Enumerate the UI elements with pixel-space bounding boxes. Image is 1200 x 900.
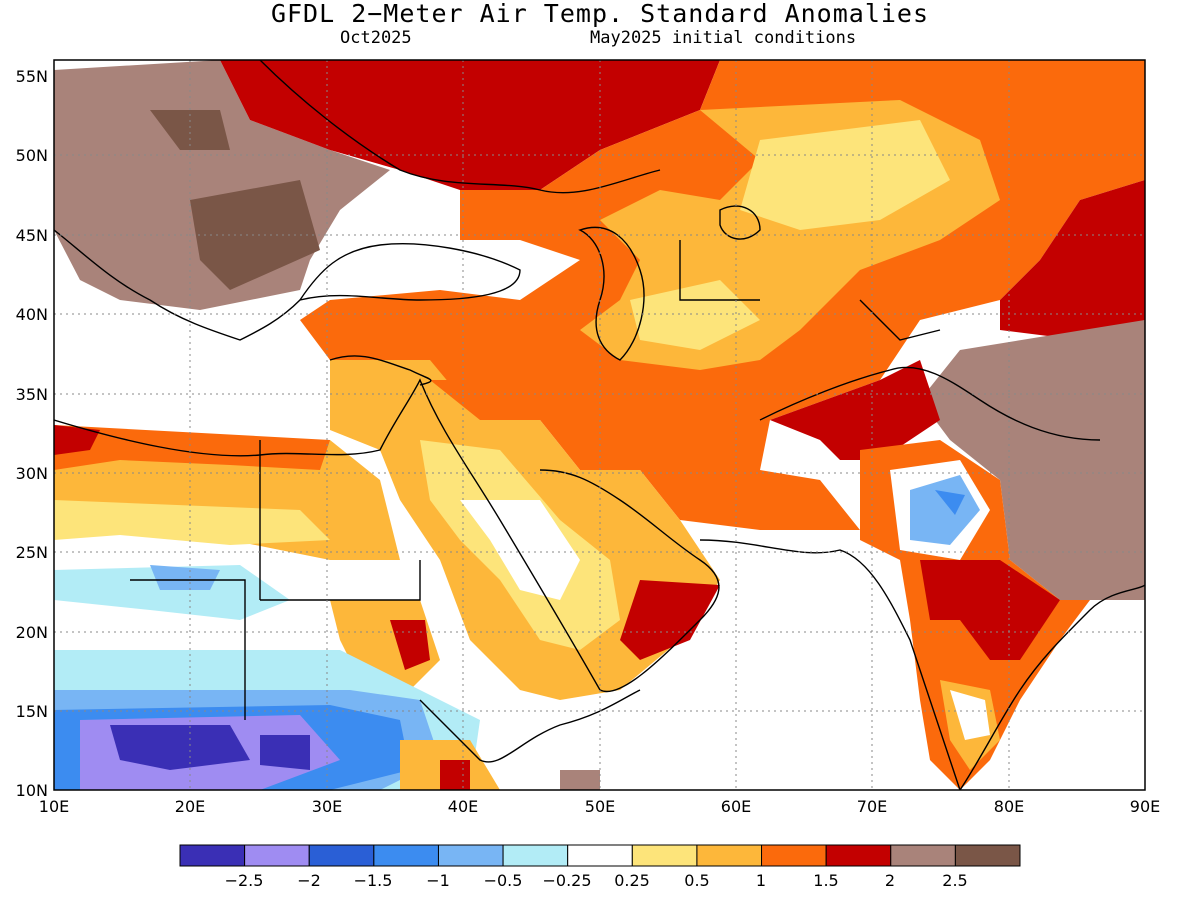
colorbar-swatch [502,844,569,867]
colorbar-label: 2.5 [942,871,967,890]
lon-tick: 70E [857,797,887,816]
colorbar-swatch [890,844,956,867]
lat-tick: 10N [16,781,48,800]
forecast-month: Oct2025 [340,28,412,48]
colorbar-swatch [761,844,827,867]
longitude-ticks: 10E 20E 30E 40E 50E 60E 70E 80E 90E [39,797,1160,816]
lon-tick: 10E [39,797,69,816]
lon-tick: 90E [1130,797,1160,816]
lon-tick: 30E [312,797,342,816]
colorbar-swatch [825,844,892,867]
lat-tick: 45N [16,226,48,245]
lat-tick: 20N [16,623,48,642]
lat-tick: 40N [16,305,48,324]
colorbar-label: −2.5 [225,871,264,890]
colorbar-label: −1.5 [354,871,393,890]
map-title: GFDL 2−Meter Air Temp. Standard Anomalie… [270,0,930,28]
initial-conditions-label: May2025 initial conditions [590,28,857,48]
colorbar-labels: −2.5 −2 −1.5 −1 −0.5 −0.25 0.25 0.5 1 1.… [225,871,968,890]
colorbar-swatch [373,844,439,867]
colorbar-label: −2 [297,871,321,890]
colorbar-swatch [567,844,633,867]
colorbar [179,844,1021,867]
colorbar-swatch [179,844,246,867]
lon-tick: 80E [994,797,1024,816]
colorbar-label: −0.5 [484,871,523,890]
colorbar-swatch [954,844,1021,867]
lon-tick: 60E [721,797,751,816]
lon-tick: 20E [175,797,205,816]
grid-lines [54,60,1145,790]
colorbar-label: 1.5 [813,871,838,890]
colorbar-label: 2 [885,871,895,890]
colorbar-swatch [696,844,763,867]
colorbar-swatch [308,844,375,867]
colorbar-swatch [631,844,698,867]
anomaly-field [54,60,1145,790]
lat-tick: 55N [16,67,48,86]
lon-tick: 40E [448,797,478,816]
lat-tick: 50N [16,146,48,165]
map-frame [53,59,1146,791]
colorbar-label: −1 [426,871,450,890]
coastlines [54,60,1145,790]
colorbar-label: 1 [756,871,766,890]
colorbar-label: 0.5 [684,871,709,890]
lat-tick: 30N [16,464,48,483]
lat-tick: 35N [16,385,48,404]
latitude-ticks: 55N 50N 45N 40N 35N 30N 25N 20N 15N 10N [16,67,48,800]
colorbar-swatch [437,844,504,867]
colorbar-label: 0.25 [614,871,650,890]
lat-tick: 15N [16,702,48,721]
colorbar-swatch [244,844,310,867]
colorbar-label: −0.25 [542,871,591,890]
lon-tick: 50E [585,797,615,816]
lat-tick: 25N [16,543,48,562]
